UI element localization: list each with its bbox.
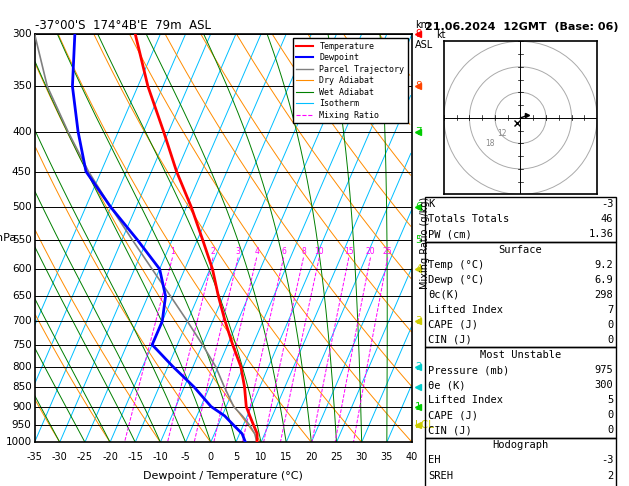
Text: 18: 18 bbox=[485, 139, 494, 148]
Text: 7: 7 bbox=[607, 305, 613, 315]
Text: 300: 300 bbox=[594, 380, 613, 390]
Text: CAPE (J): CAPE (J) bbox=[428, 320, 478, 330]
Text: 0: 0 bbox=[607, 320, 613, 330]
Text: 950: 950 bbox=[12, 420, 31, 430]
Text: 5: 5 bbox=[607, 395, 613, 405]
Text: 6: 6 bbox=[281, 246, 286, 256]
Text: Totals Totals: Totals Totals bbox=[428, 214, 509, 225]
Text: 850: 850 bbox=[12, 382, 31, 392]
Text: 900: 900 bbox=[12, 401, 31, 412]
Text: 4: 4 bbox=[254, 246, 259, 256]
Text: 12: 12 bbox=[498, 129, 507, 138]
Text: 975: 975 bbox=[594, 365, 613, 375]
Text: 750: 750 bbox=[12, 340, 31, 350]
Text: 30: 30 bbox=[355, 452, 368, 463]
Text: 15: 15 bbox=[344, 246, 353, 256]
Text: ASL: ASL bbox=[415, 40, 433, 50]
Text: -37°00'S  174°4B'E  79m  ASL: -37°00'S 174°4B'E 79m ASL bbox=[35, 18, 211, 32]
Text: Pressure (mb): Pressure (mb) bbox=[428, 365, 509, 375]
Text: 3: 3 bbox=[236, 246, 241, 256]
Text: hPa: hPa bbox=[0, 233, 16, 243]
Text: 21.06.2024  12GMT  (Base: 06): 21.06.2024 12GMT (Base: 06) bbox=[425, 21, 618, 32]
Text: 9: 9 bbox=[415, 29, 421, 39]
Text: Surface: Surface bbox=[499, 244, 542, 255]
Text: 0: 0 bbox=[607, 410, 613, 420]
Text: Lifted Index: Lifted Index bbox=[428, 305, 503, 315]
Text: 2: 2 bbox=[415, 362, 421, 372]
Text: 550: 550 bbox=[12, 235, 31, 244]
Text: Lifted Index: Lifted Index bbox=[428, 395, 503, 405]
Text: 298: 298 bbox=[594, 290, 613, 300]
Text: -25: -25 bbox=[77, 452, 93, 463]
Text: 1000: 1000 bbox=[6, 437, 31, 447]
Text: -15: -15 bbox=[127, 452, 143, 463]
Text: 350: 350 bbox=[12, 81, 31, 91]
Text: 1.36: 1.36 bbox=[588, 229, 613, 240]
Text: 450: 450 bbox=[12, 167, 31, 176]
Text: 0: 0 bbox=[208, 452, 214, 463]
Text: 6: 6 bbox=[415, 202, 421, 212]
Text: 7: 7 bbox=[415, 126, 421, 137]
Text: -5: -5 bbox=[181, 452, 191, 463]
Text: 8: 8 bbox=[415, 81, 421, 91]
Text: 650: 650 bbox=[12, 291, 31, 301]
Text: 35: 35 bbox=[381, 452, 393, 463]
Text: 10: 10 bbox=[314, 246, 324, 256]
Text: Temp (°C): Temp (°C) bbox=[428, 260, 484, 270]
Text: 0: 0 bbox=[607, 335, 613, 345]
Text: K: K bbox=[428, 199, 435, 209]
Text: CIN (J): CIN (J) bbox=[428, 425, 472, 435]
Text: Most Unstable: Most Unstable bbox=[480, 350, 561, 360]
Text: θe (K): θe (K) bbox=[428, 380, 466, 390]
Text: Dewpoint / Temperature (°C): Dewpoint / Temperature (°C) bbox=[143, 471, 303, 482]
Text: Dewp (°C): Dewp (°C) bbox=[428, 275, 484, 285]
Text: 800: 800 bbox=[12, 362, 31, 372]
Text: θc(K): θc(K) bbox=[428, 290, 460, 300]
Text: 5: 5 bbox=[415, 235, 421, 244]
Text: 5: 5 bbox=[233, 452, 239, 463]
Text: -20: -20 bbox=[102, 452, 118, 463]
Text: -3: -3 bbox=[601, 455, 613, 466]
Text: 1: 1 bbox=[170, 246, 175, 256]
Text: PW (cm): PW (cm) bbox=[428, 229, 472, 240]
Text: 20: 20 bbox=[305, 452, 318, 463]
Text: 46: 46 bbox=[601, 214, 613, 225]
Text: 40: 40 bbox=[406, 452, 418, 463]
Text: 10: 10 bbox=[255, 452, 267, 463]
Text: Mixing Ratio (g/kg): Mixing Ratio (g/kg) bbox=[420, 197, 430, 289]
Text: km: km bbox=[415, 20, 430, 30]
Text: 400: 400 bbox=[12, 126, 31, 137]
Text: 3: 3 bbox=[415, 316, 421, 326]
Text: SREH: SREH bbox=[428, 470, 454, 481]
Text: -3: -3 bbox=[601, 199, 613, 209]
Text: 700: 700 bbox=[12, 316, 31, 326]
Text: 500: 500 bbox=[12, 202, 31, 212]
Text: 20: 20 bbox=[365, 246, 376, 256]
Text: 25: 25 bbox=[330, 452, 343, 463]
Text: 1: 1 bbox=[415, 401, 421, 412]
Text: 9.2: 9.2 bbox=[594, 260, 613, 270]
Text: EH: EH bbox=[428, 455, 441, 466]
Text: 6.9: 6.9 bbox=[594, 275, 613, 285]
Text: 0: 0 bbox=[607, 425, 613, 435]
Text: 25: 25 bbox=[383, 246, 392, 256]
Text: LCL: LCL bbox=[415, 420, 434, 430]
Text: CIN (J): CIN (J) bbox=[428, 335, 472, 345]
Text: 300: 300 bbox=[12, 29, 31, 39]
Text: CAPE (J): CAPE (J) bbox=[428, 410, 478, 420]
Text: 15: 15 bbox=[280, 452, 292, 463]
Text: 4: 4 bbox=[415, 264, 421, 274]
Text: 2: 2 bbox=[607, 470, 613, 481]
Legend: Temperature, Dewpoint, Parcel Trajectory, Dry Adiabat, Wet Adiabat, Isotherm, Mi: Temperature, Dewpoint, Parcel Trajectory… bbox=[293, 38, 408, 123]
Text: 2: 2 bbox=[211, 246, 216, 256]
Text: 8: 8 bbox=[301, 246, 306, 256]
Text: -10: -10 bbox=[152, 452, 169, 463]
Text: Hodograph: Hodograph bbox=[493, 440, 548, 451]
Text: -35: -35 bbox=[26, 452, 43, 463]
Text: -30: -30 bbox=[52, 452, 68, 463]
Text: 600: 600 bbox=[12, 264, 31, 274]
Text: kt: kt bbox=[437, 30, 446, 40]
